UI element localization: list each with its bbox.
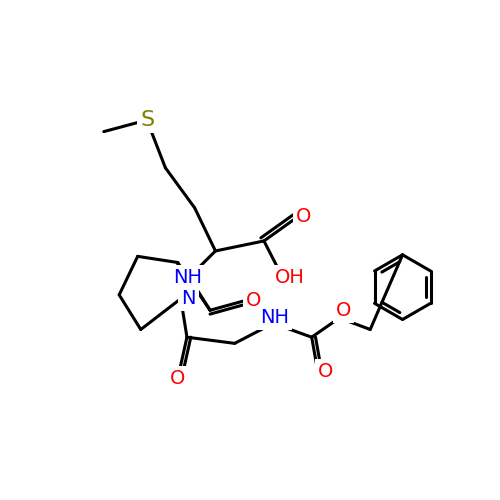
Text: O: O	[318, 362, 333, 382]
Text: NH: NH	[260, 308, 289, 326]
Text: S: S	[140, 110, 154, 130]
Text: NH: NH	[173, 268, 202, 286]
Text: OH: OH	[274, 268, 304, 286]
Text: N: N	[181, 289, 196, 308]
Text: O: O	[170, 368, 186, 388]
Text: O: O	[246, 290, 262, 310]
Text: O: O	[296, 207, 312, 226]
Text: O: O	[336, 300, 351, 320]
